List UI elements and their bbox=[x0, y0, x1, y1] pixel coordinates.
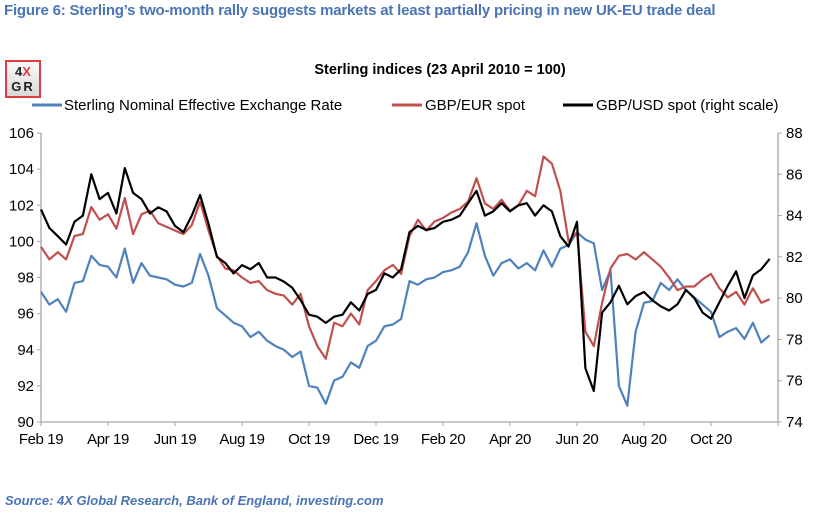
source-note: Source: 4X Global Research, Bank of Engl… bbox=[5, 493, 384, 508]
logo-text-4: 4 bbox=[15, 64, 23, 79]
y-right-tick-label: 88 bbox=[786, 125, 803, 142]
y-right-tick-label: 84 bbox=[786, 208, 803, 225]
y-right-tick-label: 82 bbox=[786, 249, 803, 266]
x-tick-label: Aug 19 bbox=[219, 431, 264, 448]
y-left-tick-label: 92 bbox=[17, 378, 34, 395]
legend: Sterling Nominal Effective Exchange Rate… bbox=[32, 97, 779, 114]
x-tick-label: Aug 20 bbox=[621, 431, 666, 448]
x-tick-label: Feb 20 bbox=[421, 431, 465, 448]
y-right-tick-label: 78 bbox=[786, 331, 803, 348]
series-lines bbox=[39, 155, 771, 407]
y-left-tick-label: 100 bbox=[9, 233, 34, 250]
logo-text-gr: GR bbox=[11, 79, 35, 94]
logo-text-x: X bbox=[22, 64, 31, 79]
x-tick-label: Dec 19 bbox=[353, 431, 398, 448]
legend-label-usd: GBP/USD spot (right scale) bbox=[596, 97, 779, 114]
legend-label-eur: GBP/EUR spot bbox=[425, 97, 526, 114]
y-right-tick-label: 86 bbox=[786, 166, 803, 183]
y-left-tick-label: 94 bbox=[17, 342, 34, 359]
series-line-gbp-eur bbox=[40, 155, 771, 360]
x-tick-label: Jun 20 bbox=[556, 431, 599, 448]
x-tick-label: Feb 19 bbox=[19, 431, 63, 448]
series-line-nominal-eer bbox=[40, 222, 771, 407]
y-left-tick-label: 90 bbox=[17, 414, 34, 431]
x-tick-label: Oct 19 bbox=[288, 431, 330, 448]
y-right-tick-label: 80 bbox=[786, 290, 803, 307]
y-right-tick-label: 74 bbox=[786, 414, 803, 431]
x-tick-label: Apr 19 bbox=[87, 431, 129, 448]
x-tick-label: Jun 19 bbox=[154, 431, 197, 448]
y-left-tick-label: 96 bbox=[17, 306, 34, 323]
x-tick-label: Apr 20 bbox=[489, 431, 531, 448]
y-right-tick-label: 76 bbox=[786, 373, 803, 390]
4xgr-logo: 4X GR bbox=[5, 60, 41, 98]
legend-label-nominal: Sterling Nominal Effective Exchange Rate bbox=[64, 97, 342, 114]
series-line-gbp-usd bbox=[39, 167, 771, 393]
x-tick-label: Oct 20 bbox=[690, 431, 732, 448]
chart-title: Sterling indices (23 April 2010 = 100) bbox=[314, 62, 565, 78]
figure-title: Figure 6: Sterling’s two-month rally sug… bbox=[4, 2, 716, 19]
y-left-tick-label: 102 bbox=[9, 197, 34, 214]
y-left-tick-label: 106 bbox=[9, 125, 34, 142]
y-left-tick-label: 104 bbox=[9, 161, 34, 178]
axes: 90 92 94 96 98 100 102 104 106 74 76 78 80 82 84 86 88 Fe… bbox=[9, 125, 803, 448]
y-left-tick-label: 98 bbox=[17, 270, 34, 287]
